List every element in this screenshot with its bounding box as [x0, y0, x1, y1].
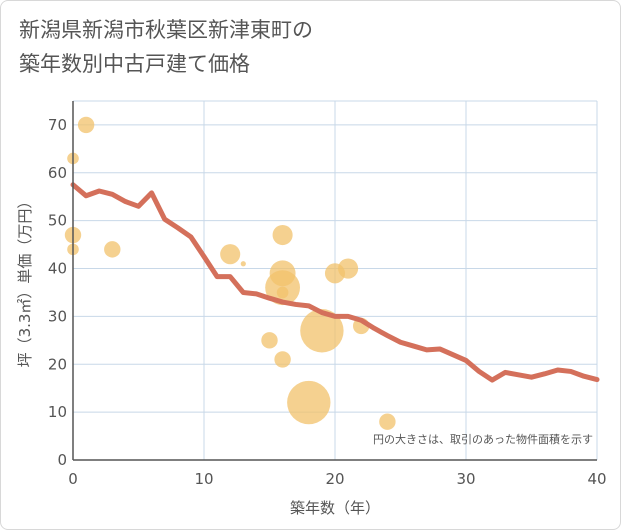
chart-title: 新潟県新潟市秋葉区新津東町の 築年数別中古戸建て価格 — [19, 13, 313, 81]
y-tick-label: 70 — [48, 116, 67, 134]
x-tick-label: 40 — [587, 470, 606, 488]
scatter-point — [77, 116, 95, 134]
y-tick-label: 60 — [48, 164, 67, 182]
scatter-point — [287, 380, 331, 425]
scatter-point — [272, 224, 293, 246]
chart-title-line1: 新潟県新潟市秋葉区新津東町の — [19, 18, 313, 42]
scatter-point — [104, 241, 121, 258]
y-axis-label: 坪（3.3㎡）単価（万円） — [16, 194, 34, 368]
y-tick-label: 30 — [48, 307, 67, 325]
scatter-point — [379, 413, 396, 430]
scatter-point — [276, 286, 289, 299]
chart-title-line2: 築年数別中古戸建て価格 — [19, 52, 250, 76]
y-tick-label: 50 — [48, 212, 67, 230]
x-tick-label: 30 — [456, 470, 475, 488]
series-line — [70, 182, 600, 383]
axes — [72, 101, 597, 461]
size-note: 円の大きさは、取引のあった物件面積を示す — [373, 432, 593, 446]
scatter-point — [220, 244, 241, 265]
y-tick-label: 10 — [48, 403, 67, 421]
scatter-bubbles — [64, 116, 396, 430]
x-axis-label: 築年数（年） — [290, 499, 380, 517]
x-tick-label: 0 — [68, 470, 78, 488]
scatter-point — [274, 351, 291, 368]
y-tick-label: 40 — [48, 260, 67, 278]
scatter-point — [240, 261, 246, 267]
scatter-point — [261, 332, 278, 349]
x-tick-label: 20 — [325, 470, 344, 488]
scatter-point — [338, 258, 359, 279]
tick-labels: 0 10 20 30 40 50 60 70 0 10 20 30 40 — [48, 116, 607, 488]
x-tick-label: 10 — [194, 470, 213, 488]
scatter-point — [300, 309, 344, 353]
y-tick-label: 0 — [57, 451, 67, 469]
average-line — [70, 182, 600, 383]
y-tick-label: 20 — [48, 355, 67, 373]
